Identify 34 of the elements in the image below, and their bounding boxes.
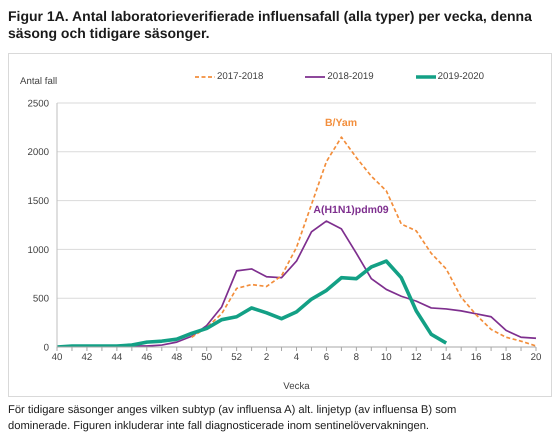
x-tick-label: 6	[324, 352, 330, 363]
x-tick-label: 52	[231, 352, 242, 363]
x-tick-label: 44	[111, 352, 123, 363]
x-tick-label: 50	[201, 352, 213, 363]
legend-label: 2019-2020	[438, 71, 484, 82]
y-tick-label: 500	[32, 294, 50, 305]
y-tick-label: 1500	[27, 196, 50, 208]
x-tick-label: 18	[500, 352, 512, 363]
x-tick-label: 40	[52, 352, 63, 363]
x-tick-label: 4	[294, 352, 300, 363]
y-axis-title: Antal fall	[20, 76, 58, 87]
x-tick-label: 8	[354, 352, 360, 363]
x-tick-label: 42	[82, 352, 92, 363]
x-axis-title: Vecka	[283, 381, 310, 392]
y-tick-label: 2000	[27, 147, 50, 158]
x-tick-label: 48	[171, 352, 182, 363]
annotation: A(H1N1)pdm09	[313, 204, 389, 216]
line-series	[55, 259, 448, 347]
legend-label: 2018-2019	[327, 71, 374, 82]
annotation: B/Yam	[324, 117, 358, 129]
x-tick-label: 14	[440, 352, 452, 363]
x-tick-label: 10	[380, 352, 392, 363]
y-tick-label: 2500	[27, 98, 50, 110]
x-tick-label: 12	[410, 352, 422, 363]
x-tick-label: 46	[141, 352, 152, 363]
legend-label: 2017-2018	[217, 71, 264, 82]
line-series	[190, 136, 537, 347]
text: För tidigare säsonger anges vilken subtyp (av influensa A) alt. linjetyp (av influensa B) som dominerade. Figuren inkluderar inte fall diagnosticerade inom sentinelövervakningen.	[8, 403, 458, 434]
x-tick-label: 20	[530, 352, 542, 363]
x-tick-label: 2	[264, 352, 270, 363]
y-tick-label: 0	[44, 342, 50, 354]
x-tick-label: 16	[470, 352, 482, 363]
chart-title: Figur 1A. Antal laboratorieverifierade influensafall (alla typer) per vecka, denna säsong och tidigare säsonger.	[8, 8, 533, 42]
y-tick-label: 1000	[27, 244, 50, 256]
